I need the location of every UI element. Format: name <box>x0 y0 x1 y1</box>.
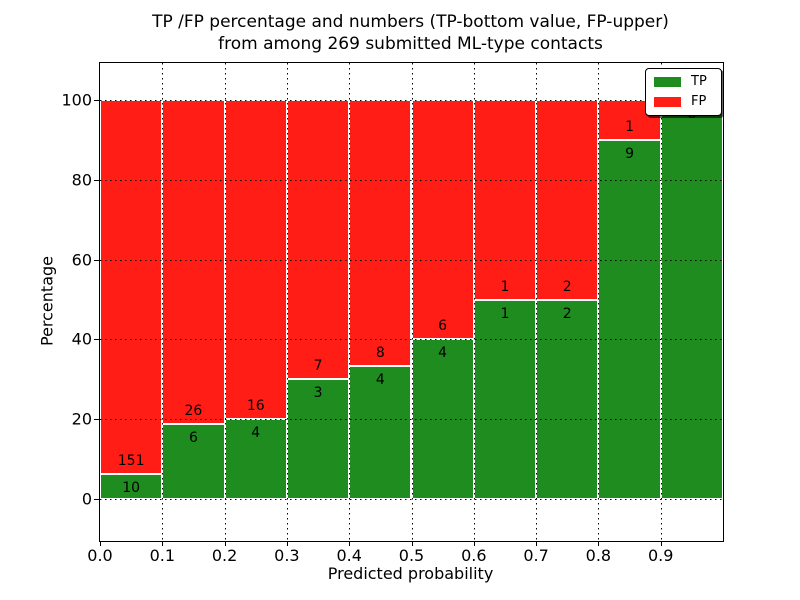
fp-color-swatch <box>654 97 681 107</box>
x-tick-label: 0.6 <box>461 546 487 565</box>
horizontal-gridline <box>100 339 723 341</box>
x-tick-mark <box>286 541 288 546</box>
vertical-gridline <box>536 63 538 541</box>
annotation-tp-count: 10 <box>122 480 141 497</box>
vertical-gridline <box>224 63 226 541</box>
bar-fp-0.7-0.8 <box>536 100 599 300</box>
annotation-tp-count: 3 <box>313 385 323 402</box>
y-tick-label: 40 <box>71 329 92 349</box>
vertical-gridline <box>473 63 475 541</box>
annotation-tp-count: 2 <box>562 305 572 322</box>
x-tick-label: 0.1 <box>149 546 176 565</box>
x-tick-label: 0.9 <box>647 546 674 565</box>
y-tick-mark <box>94 259 99 261</box>
y-tick-label: 0 <box>81 489 92 509</box>
x-tick-mark <box>100 541 101 546</box>
y-tick-label: 20 <box>71 409 92 429</box>
horizontal-gridline <box>100 499 723 500</box>
annotation-tp-count: 4 <box>438 345 448 362</box>
x-tick-label: 0.2 <box>211 546 238 565</box>
bar-fp-0.1-0.2 <box>162 100 225 425</box>
x-tick-mark <box>411 541 413 546</box>
annotation-tp-count: 4 <box>375 372 385 388</box>
x-tick-label: 0.0 <box>87 546 113 565</box>
x-tick-label: 0.4 <box>336 546 362 565</box>
bar-fp-0.6-0.7 <box>473 100 537 300</box>
x-tick-label: 0.3 <box>274 546 300 565</box>
y-tick-mark <box>94 100 99 101</box>
annotation-tp-count: 9 <box>625 145 635 162</box>
annotation-fp-count: 16 <box>246 398 265 415</box>
x-tick-label: 0.8 <box>585 546 612 565</box>
legend-label-tp: TP <box>691 74 707 89</box>
y-axis-label: Percentage <box>37 255 57 347</box>
annotation-tp-count: 1 <box>500 305 510 322</box>
bar-tp-0.7-0.8 <box>536 299 599 499</box>
vertical-gridline <box>411 63 413 541</box>
bar-tp-0.0-0.1 <box>100 474 163 499</box>
y-tick-mark <box>94 179 99 181</box>
annotation-fp-count: 2 <box>562 278 572 295</box>
x-tick-mark <box>162 541 164 546</box>
bar-tp-0.8-0.9 <box>598 139 661 499</box>
bar-tp-0.4-0.5 <box>349 366 412 499</box>
vertical-gridline <box>660 63 662 541</box>
vertical-gridline <box>286 63 288 541</box>
bar-tp-0.1-0.2 <box>162 424 225 499</box>
x-tick-mark <box>349 541 351 546</box>
x-tick-label: 0.5 <box>398 546 425 565</box>
vertical-gridline <box>162 63 164 541</box>
y-tick-label: 80 <box>71 170 92 190</box>
annotation-fp-count: 1 <box>625 118 635 135</box>
annotation-fp-count: 8 <box>375 345 385 361</box>
vertical-gridline <box>598 63 600 541</box>
chart-title-line-2: from among 269 submitted ML-type contact… <box>218 34 603 54</box>
annotation-tp-count: 4 <box>251 425 261 442</box>
x-tick-mark <box>660 541 662 546</box>
annotation-fp-count: 7 <box>313 358 323 375</box>
horizontal-gridline <box>100 100 723 101</box>
y-tick-mark <box>94 499 99 500</box>
x-tick-mark <box>224 541 226 546</box>
horizontal-gridline <box>100 419 723 421</box>
legend-entry-fp: FP <box>654 93 721 111</box>
plot-area: TP FP 1511026616473846411221980204060801… <box>61 62 724 565</box>
bar-fp-0.4-0.5 <box>349 100 412 366</box>
y-tick-mark <box>94 419 99 421</box>
annotation-fp-count: 26 <box>184 403 203 420</box>
horizontal-gridline <box>100 259 723 261</box>
x-tick-mark <box>473 541 475 546</box>
bar-tp-0.9-1.0 <box>660 100 723 499</box>
horizontal-gridline <box>100 179 723 181</box>
chart-title: TP /FP percentage and numbers (TP-bottom… <box>99 11 722 55</box>
x-tick-mark <box>536 541 538 546</box>
x-axis-label: Predicted probability <box>327 564 494 583</box>
annotation-fp-count: 151 <box>117 453 145 470</box>
legend-entry-tp: TP <box>654 73 721 91</box>
y-tick-mark <box>94 339 99 341</box>
x-tick-mark <box>598 541 600 546</box>
y-tick-label: 100 <box>61 90 92 110</box>
bar-fp-0.3-0.4 <box>286 100 350 380</box>
vertical-gridline <box>349 63 351 541</box>
bar-fp-0.0-0.1 <box>100 100 163 475</box>
chart-title-line-1: TP /FP percentage and numbers (TP-bottom… <box>152 12 669 32</box>
bar-tp-0.6-0.7 <box>473 299 537 499</box>
y-tick-label: 60 <box>71 250 92 270</box>
legend: TP FP <box>645 68 722 116</box>
tp-color-swatch <box>654 77 681 87</box>
annotation-fp-count: 6 <box>438 318 448 335</box>
x-tick-label: 0.7 <box>523 546 549 565</box>
annotation-fp-count: 1 <box>500 278 510 295</box>
annotation-tp-count: 6 <box>188 430 198 447</box>
legend-label-fp: FP <box>691 94 707 109</box>
bar-fp-0.5-0.6 <box>411 100 474 340</box>
